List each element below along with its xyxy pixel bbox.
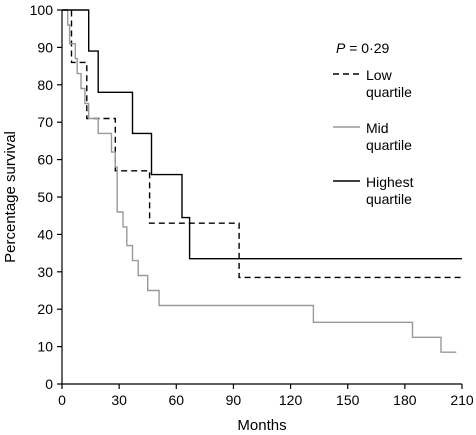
x-tick-label: 0 — [58, 392, 66, 408]
legend-label-mid-quartile: quartile — [366, 137, 412, 153]
series-line-mid-quartile — [62, 9, 457, 353]
y-tick-label: 70 — [37, 114, 53, 130]
x-tick-label: 210 — [450, 392, 474, 408]
plot-series — [62, 9, 462, 353]
y-tick-label: 30 — [37, 264, 53, 280]
x-tick-label: 90 — [226, 392, 242, 408]
p-value-annotation: P = 0·29 — [336, 40, 390, 56]
y-tick-label: 60 — [37, 152, 53, 168]
p-value-label: P — [336, 40, 346, 56]
x-tick-label: 180 — [393, 392, 417, 408]
y-axis-title: Percentage survival — [2, 131, 19, 263]
x-tick-label: 30 — [111, 392, 127, 408]
x-tick-label: 120 — [279, 392, 303, 408]
y-tick-label: 0 — [45, 376, 53, 392]
series-line-low-quartile — [62, 9, 462, 279]
legend-label-highest-quartile: quartile — [366, 191, 412, 207]
series-line-highest-quartile — [62, 9, 462, 260]
y-tick-label: 80 — [37, 77, 53, 93]
x-tick-label: 60 — [168, 392, 184, 408]
y-tick-label: 50 — [37, 189, 53, 205]
y-tick-label: 20 — [37, 301, 53, 317]
legend-label-low-quartile: Low — [366, 67, 393, 83]
y-tick-label: 40 — [37, 226, 53, 242]
y-tick-label: 90 — [37, 39, 53, 55]
legend-label-highest-quartile: Highest — [366, 174, 414, 190]
x-axis-title: Months — [237, 417, 286, 434]
x-tick-label: 150 — [336, 392, 360, 408]
p-value-number: = 0·29 — [345, 40, 389, 56]
legend: P = 0·29LowquartileMidquartileHighestqua… — [333, 40, 414, 207]
y-tick-label: 10 — [37, 339, 53, 355]
legend-label-low-quartile: quartile — [366, 84, 412, 100]
legend-label-mid-quartile: Mid — [366, 120, 389, 136]
y-tick-label: 100 — [30, 2, 54, 18]
